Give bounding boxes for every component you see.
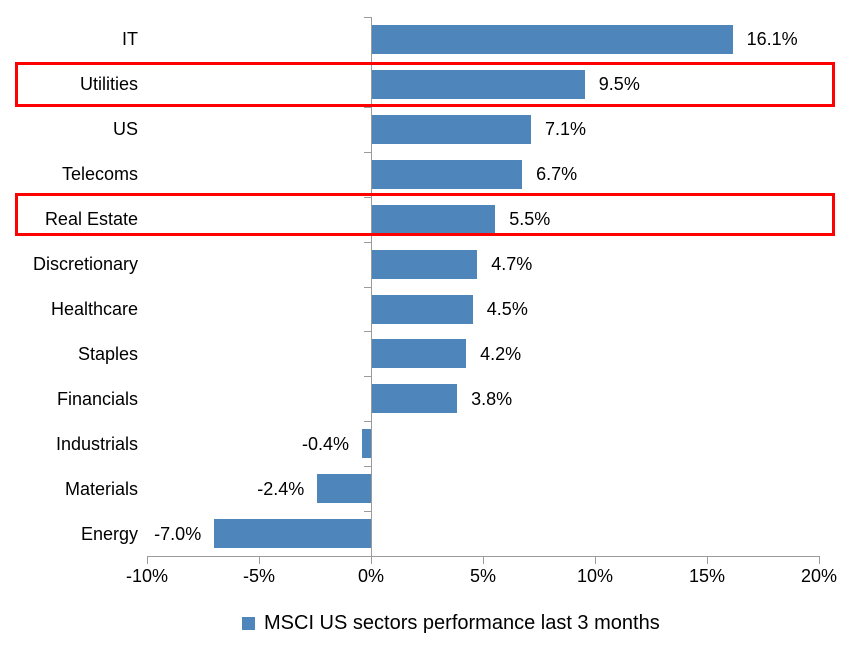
y-axis-tick (364, 511, 371, 513)
category-label: Financials (56, 388, 138, 409)
legend-square-marker-icon (242, 617, 255, 630)
category-label: Materials (64, 478, 138, 499)
x-axis-tick (595, 556, 596, 564)
y-axis-tick (364, 151, 371, 153)
value-label: 4.5% (486, 298, 528, 319)
x-axis-tick (147, 556, 148, 564)
bar (372, 114, 532, 144)
x-axis-tick (259, 556, 260, 564)
value-label: 4.2% (480, 343, 522, 364)
y-axis-line (371, 17, 372, 556)
x-axis-tick (819, 556, 820, 564)
x-axis-tick-label: 15% (688, 566, 726, 586)
x-axis-tick (707, 556, 708, 564)
bar (362, 429, 371, 459)
y-axis-tick (364, 17, 371, 18)
category-label: Telecoms (61, 164, 138, 185)
x-axis-tick-label: 20% (800, 566, 838, 586)
x-axis-tick (483, 556, 484, 564)
bar (372, 159, 523, 189)
y-axis-tick (364, 376, 371, 378)
y-axis-tick (364, 106, 371, 108)
value-label: 4.7% (491, 254, 533, 275)
x-axis-tick (371, 556, 372, 564)
category-label: Utilities (79, 74, 138, 95)
bar (372, 294, 473, 324)
value-label: -0.4% (302, 433, 350, 454)
legend: MSCI US sectors performance last 3 month… (242, 609, 660, 637)
value-label: 5.5% (509, 209, 551, 230)
category-label: Healthcare (50, 298, 138, 319)
y-axis-tick (364, 196, 371, 198)
y-axis-tick (364, 331, 371, 333)
bar (372, 25, 733, 54)
bar (372, 204, 496, 234)
y-axis-tick (364, 466, 371, 468)
bar (372, 249, 478, 279)
bar (372, 69, 585, 99)
x-axis-tick-label: 0% (357, 566, 384, 586)
bar (372, 339, 467, 369)
x-axis-tick-label: 10% (576, 566, 614, 586)
value-label: -2.4% (257, 478, 305, 499)
category-label: Discretionary (32, 254, 138, 275)
bar (372, 384, 458, 414)
highlight-box (15, 62, 835, 107)
value-label: 6.7% (536, 164, 578, 185)
y-axis-tick (364, 286, 371, 288)
value-label: 7.1% (545, 119, 587, 140)
x-axis-tick-label: -5% (242, 566, 275, 586)
category-label: US (112, 119, 138, 140)
x-axis-tick-label: 5% (469, 566, 496, 586)
y-axis-tick (364, 421, 371, 423)
category-label: Energy (80, 523, 138, 544)
value-label: 9.5% (598, 74, 640, 95)
category-label: Real Estate (44, 209, 138, 230)
value-label: 3.8% (471, 388, 513, 409)
category-label: IT (122, 29, 138, 50)
x-axis-tick-label: -10% (125, 566, 169, 586)
bar (214, 519, 371, 549)
bar (317, 474, 371, 504)
legend-label: MSCI US sectors performance last 3 month… (264, 611, 660, 634)
value-label: -7.0% (154, 523, 202, 544)
category-label: Industrials (55, 433, 138, 454)
category-label: Staples (77, 343, 138, 364)
highlight-box (15, 193, 835, 236)
y-axis-tick (364, 241, 371, 243)
value-label: 16.1% (746, 29, 798, 50)
